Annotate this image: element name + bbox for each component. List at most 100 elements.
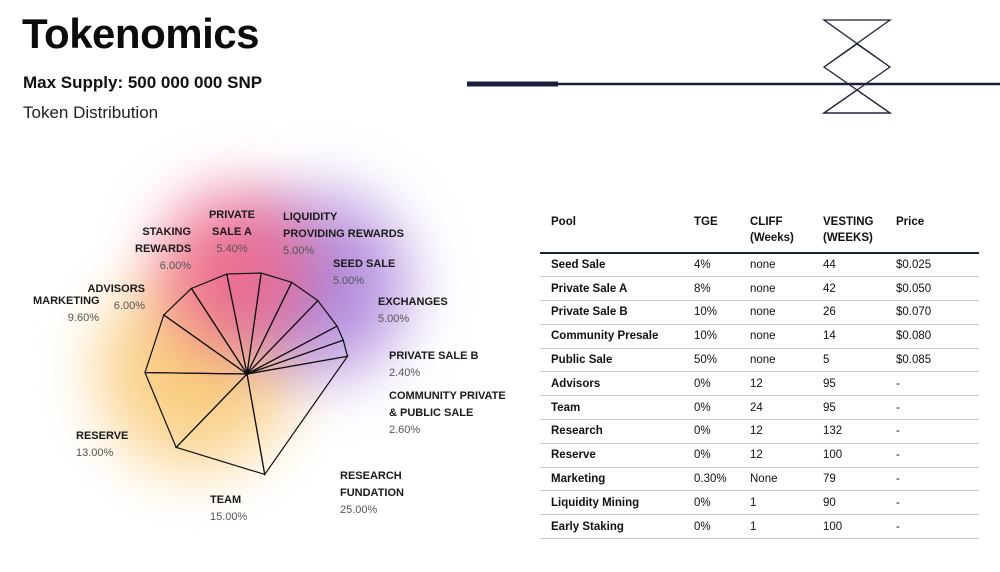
cell-price: - <box>885 514 979 540</box>
cell-pool: Early Staking <box>540 514 683 540</box>
cell-pool: Advisors <box>540 371 683 397</box>
cell-tge: 0% <box>683 514 739 540</box>
cell-cliff: none <box>739 300 812 325</box>
pie-slice-advisors <box>162 287 248 375</box>
cell-tge: 0% <box>683 443 739 468</box>
label-staking-rewards: STAKING REWARDS 6.00% <box>135 226 192 272</box>
table-row: Private Sale A 8% none 42 $0.050 <box>540 276 979 302</box>
cell-vesting: 90 <box>812 490 885 516</box>
label-community-sale: COMMUNITY PRIVATE & PUBLIC SALE 2.60% <box>389 390 506 436</box>
cell-cliff: 1 <box>739 490 812 516</box>
col-header-vesting: VESTING (WEEKS) <box>812 210 885 254</box>
cell-vesting: 42 <box>812 276 885 302</box>
cell-vesting: 44 <box>812 253 885 278</box>
cell-vesting: 132 <box>812 419 885 444</box>
cell-price: $0.070 <box>885 300 979 325</box>
pie-slice-team <box>175 372 266 476</box>
cell-cliff: 24 <box>739 395 812 421</box>
table-row: Team 0% 24 95- <box>540 395 979 421</box>
col-header-tge: TGE <box>683 210 739 254</box>
cell-vesting: 14 <box>812 324 885 349</box>
pie-slice-exchanges <box>246 299 338 375</box>
cell-pool: Research <box>540 419 683 444</box>
col-header-cliff: CLIFF (Weeks) <box>739 210 812 254</box>
table-row: Marketing 0.30% None 79- <box>540 467 979 492</box>
label-exchanges: EXCHANGES 5.00% <box>378 296 448 325</box>
diamond-lower-icon <box>821 89 893 114</box>
hourglass-diamond-icon <box>821 19 893 114</box>
page-title: Tokenomics <box>22 10 259 57</box>
cell-vesting: 100 <box>812 443 885 468</box>
pie-slice-marketing <box>144 314 249 375</box>
cell-cliff: 12 <box>739 371 812 397</box>
label-team: TEAM 15.00% <box>210 494 248 523</box>
cell-pool: Team <box>540 395 683 421</box>
cell-tge: 0% <box>683 419 739 444</box>
cell-tge: 4% <box>683 253 739 278</box>
cell-tge: 0% <box>683 395 739 421</box>
label-seed-sale: SEED SALE 5.00% <box>333 258 396 287</box>
cell-price: - <box>885 490 979 516</box>
vesting-table: Pool TGE CLIFF (Weeks) VESTING (WEEKS) Pri… <box>540 210 979 540</box>
cell-pool: Seed Sale <box>540 253 683 278</box>
table-row: Advisors 0% 12 95- <box>540 371 979 397</box>
page-subtitle: Token Distribution <box>23 103 159 122</box>
cell-pool: Private Sale A <box>540 276 683 302</box>
table-row: Community Presale 10% none 14 $0.080 <box>540 324 979 349</box>
pie-slice-private-sale-b <box>246 325 345 375</box>
cell-pool: Marketing <box>540 467 683 492</box>
max-supply-text: Max Supply: 500 000 000 SNP <box>23 73 263 92</box>
table-body: Seed Sale 4% none 44 $0.025 Private Sale A 8% n… <box>540 253 979 540</box>
pie-chart <box>144 272 349 476</box>
table-row: Private Sale B 10% none 26 $0.070 <box>540 300 979 325</box>
pie-slice-community-private-public-sale <box>246 339 349 375</box>
cell-tge: 8% <box>683 276 739 302</box>
cell-vesting: 100 <box>812 514 885 540</box>
cell-price: $0.080 <box>885 324 979 349</box>
pie-slice-reserve <box>144 371 249 449</box>
pie-chart-area: PRIVATE SALE A 5.40% LIQUIDITY PROVIDING… <box>0 130 540 570</box>
label-advisors: ADVISORS 6.00% <box>87 283 145 312</box>
cell-tge: 10% <box>683 300 739 325</box>
cell-pool: Public Sale <box>540 348 683 373</box>
label-private-sale-a: PRIVATE SALE A 5.40% <box>208 209 256 255</box>
cell-tge: 50% <box>683 348 739 373</box>
cell-cliff: None <box>739 467 812 492</box>
cell-vesting: 26 <box>812 300 885 325</box>
table-row: Seed Sale 4% none 44 $0.025 <box>540 253 979 278</box>
label-research: RESEARCH FUNDATION 25.00% <box>340 470 404 516</box>
pie-slice-staking-rewards <box>190 273 248 375</box>
cell-price: - <box>885 443 979 468</box>
cell-price: - <box>885 371 979 397</box>
label-reserve: RESERVE 13.00% <box>76 430 129 459</box>
cell-price: $0.085 <box>885 348 979 373</box>
cell-cliff: 12 <box>739 419 812 444</box>
cell-cliff: 12 <box>739 443 812 468</box>
cell-price: - <box>885 395 979 421</box>
table-row: Public Sale 50% none 5 $0.085 <box>540 348 979 373</box>
cell-pool: Private Sale B <box>540 300 683 325</box>
col-header-pool: Pool <box>540 210 683 254</box>
table-row: Reserve 0% 12 100- <box>540 443 979 468</box>
cell-vesting: 95 <box>812 371 885 397</box>
col-header-price: Price <box>885 210 979 254</box>
cell-vesting: 79 <box>812 467 885 492</box>
cell-cliff: none <box>739 276 812 302</box>
chart-glow-pink <box>150 170 320 370</box>
cell-pool: Liquidity Mining <box>540 490 683 516</box>
table-row: Early Staking 0% 1 100- <box>540 514 979 540</box>
cell-vesting: 5 <box>812 348 885 373</box>
cell-price: - <box>885 467 979 492</box>
cell-cliff: 1 <box>739 514 812 540</box>
cell-tge: 0% <box>683 490 739 516</box>
cell-price: $0.050 <box>885 276 979 302</box>
cell-price: - <box>885 419 979 444</box>
cell-cliff: none <box>739 348 812 373</box>
cell-pool: Reserve <box>540 443 683 468</box>
cell-tge: 0.30% <box>683 467 739 492</box>
cell-cliff: none <box>739 324 812 349</box>
pie-slice-private-sale-a <box>226 272 262 375</box>
table-header-row: Pool TGE CLIFF (Weeks) VESTING (WEEKS) Pri… <box>540 210 979 254</box>
cell-tge: 0% <box>683 371 739 397</box>
cell-price: $0.025 <box>885 253 979 278</box>
